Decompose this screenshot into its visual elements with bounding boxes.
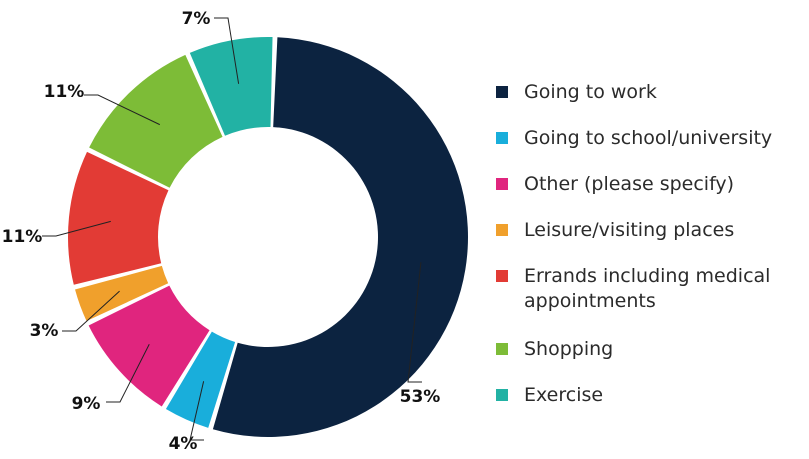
- legend-item-going-to-work: Going to work: [496, 80, 657, 105]
- slice-leisure-visiting-places: [75, 265, 169, 322]
- leader-line-going-to-work: [407, 262, 422, 383]
- leader-line-other-please-specify: [106, 344, 150, 403]
- leader-line-shopping: [84, 94, 161, 126]
- legend-item-other-please-specify: Other (please specify): [496, 172, 734, 197]
- data-label-going-to-work: 53%: [400, 387, 441, 407]
- legend-swatch: [496, 224, 508, 236]
- leader-lines: [42, 17, 422, 441]
- legend-swatch: [496, 178, 508, 190]
- leader-line-leisure-visiting-places: [62, 290, 120, 332]
- data-label-errands-including-medical-appointments: 11%: [2, 227, 43, 247]
- legend-label: Errands including medical appointments: [524, 265, 771, 312]
- slice-going-to-school-university: [165, 331, 236, 428]
- legend-item-leisure-visiting-places: Leisure/visiting places: [496, 218, 734, 243]
- legend-label: Other (please specify): [524, 173, 735, 195]
- legend-swatch: [496, 389, 508, 401]
- legend-label: Shopping: [524, 338, 614, 360]
- data-labels: 53% 4% 9% 3% 11% 11% 7%: [2, 9, 441, 454]
- data-label-other-please-specify: 9%: [72, 394, 101, 414]
- donut-slices: [68, 36, 468, 438]
- legend-swatch: [496, 86, 508, 98]
- legend-label: Going to school/university: [524, 127, 773, 149]
- legend-swatch: [496, 343, 508, 355]
- legend-swatch: [496, 270, 508, 282]
- legend-label: Going to work: [524, 81, 657, 103]
- legend-item-going-to-school-university: Going to school/university: [496, 126, 772, 151]
- legend-label: Exercise: [524, 384, 604, 406]
- legend-item-shopping: Shopping: [496, 337, 613, 362]
- data-label-shopping: 11%: [44, 82, 85, 102]
- slice-errands-including-medical-appointments: [68, 151, 169, 285]
- slice-going-to-work: [212, 37, 468, 438]
- slice-other-please-specify: [88, 285, 210, 407]
- leader-line-going-to-school-university: [189, 381, 205, 441]
- data-label-leisure-visiting-places: 3%: [30, 321, 59, 341]
- slice-shopping: [89, 54, 223, 188]
- leader-line-errands-including-medical-appointments: [42, 220, 111, 237]
- legend-item-exercise: Exercise: [496, 383, 603, 408]
- legend-swatch: [496, 132, 508, 144]
- data-label-exercise: 7%: [182, 9, 211, 29]
- leader-line-exercise: [214, 17, 240, 84]
- slice-exercise: [189, 36, 273, 136]
- legend-item-errands-including-medical-appointments: Errands including medical appointments: [496, 264, 809, 314]
- legend-label: Leisure/visiting places: [524, 219, 735, 241]
- data-label-going-to-school-university: 4%: [169, 434, 198, 454]
